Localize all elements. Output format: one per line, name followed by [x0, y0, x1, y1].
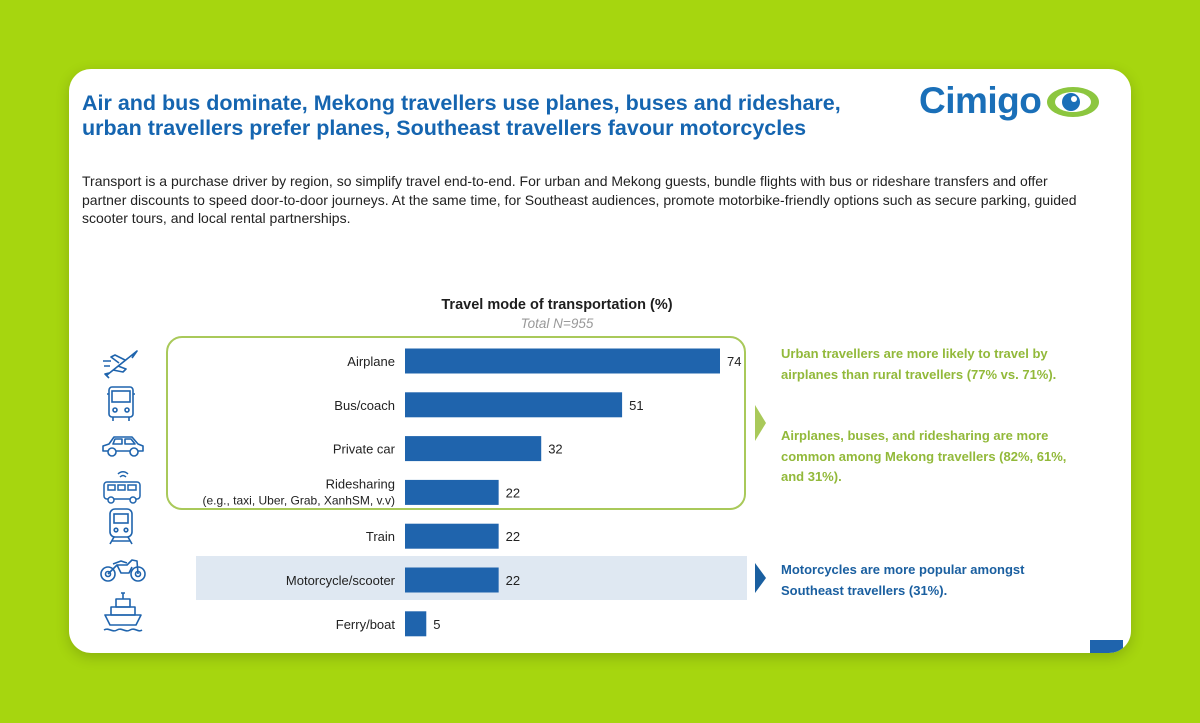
airplane-icon: [103, 350, 138, 379]
value-label: 74: [727, 354, 741, 369]
category-label: Bus/coach: [334, 398, 395, 413]
motorcycle-icon: [100, 559, 146, 582]
top-modes-group-box: [166, 336, 746, 510]
bar-ridesharing: [405, 479, 499, 505]
ferry-icon: [103, 592, 143, 632]
value-label: 22: [506, 485, 520, 500]
value-label: 5: [433, 617, 440, 632]
bar-bus-coach: [405, 392, 623, 418]
category-sublabel: (e.g., taxi, Uber, Grab, XanhSM, v.v): [202, 493, 395, 507]
logo-text: Cimigo: [919, 80, 1042, 121]
chart-subtitle: Total N=955: [520, 316, 594, 331]
slide-title-line-2: urban travellers prefer planes, Southeas…: [82, 116, 807, 140]
bar-train: [405, 523, 499, 549]
value-label: 22: [506, 529, 520, 544]
slide-title: Air and bus dominate, Mekong travellers …: [82, 91, 922, 141]
slide-card: Air and bus dominate, Mekong travellers …: [69, 69, 1131, 653]
category-label: Ferry/boat: [336, 617, 396, 632]
category-label: Train: [366, 529, 395, 544]
logo-eye-icon: [1047, 87, 1099, 117]
category-label: Motorcycle/scooter: [286, 573, 396, 588]
train-icon: [109, 508, 133, 545]
bar-chart: 74 Airplane 51 Bus/coach 32 Private car 22 Ride…: [202, 348, 741, 637]
chart-title: Travel mode of transportation (%): [441, 297, 673, 313]
category-label: Private car: [333, 442, 396, 457]
value-label: 32: [548, 442, 562, 457]
mekong-note: Airplanes, buses, and ridesharing are mo…: [781, 428, 1067, 484]
category-label: Airplane: [347, 354, 395, 369]
bar-private-car: [405, 436, 542, 462]
southeast-note: Motorcycles are more popular amongst Sou…: [781, 562, 1025, 598]
urban-note: Urban travellers are more likely to trav…: [781, 346, 1057, 382]
corner-accent: [1090, 640, 1123, 653]
cimigo-logo: Cimigo: [919, 81, 1109, 123]
intro-paragraph: Transport is a purchase driver by region…: [82, 173, 1077, 226]
value-label: 51: [629, 398, 643, 413]
bus-icon: [107, 386, 135, 421]
category-label: Ridesharing: [326, 476, 395, 491]
value-label: 22: [506, 573, 520, 588]
highlight-arrow-icon: [755, 563, 766, 593]
group-arrow-icon: [755, 405, 766, 441]
bar-motorcycle-scooter: [405, 567, 499, 593]
slide-title-line-1: Air and bus dominate, Mekong travellers …: [82, 91, 841, 115]
ridesharing-icon: [103, 471, 141, 504]
bar-airplane: [405, 348, 720, 374]
car-icon: [102, 436, 144, 457]
bar-ferry-boat: [405, 611, 427, 637]
